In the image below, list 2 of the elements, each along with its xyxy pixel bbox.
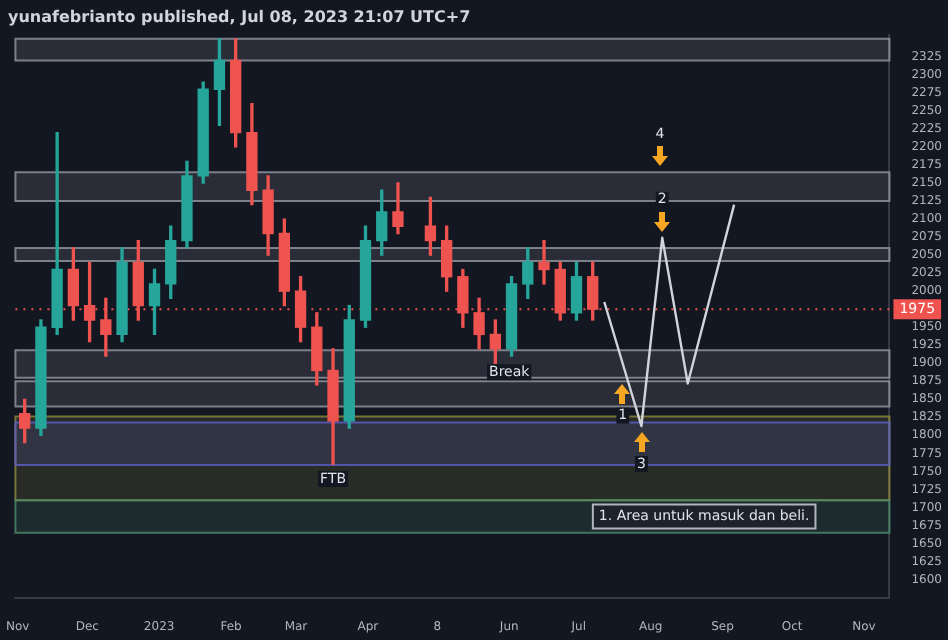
chart-title: yunafebrianto published, Jul 08, 2023 21:07 UTC+7 — [8, 7, 471, 26]
candlestick — [538, 240, 550, 285]
